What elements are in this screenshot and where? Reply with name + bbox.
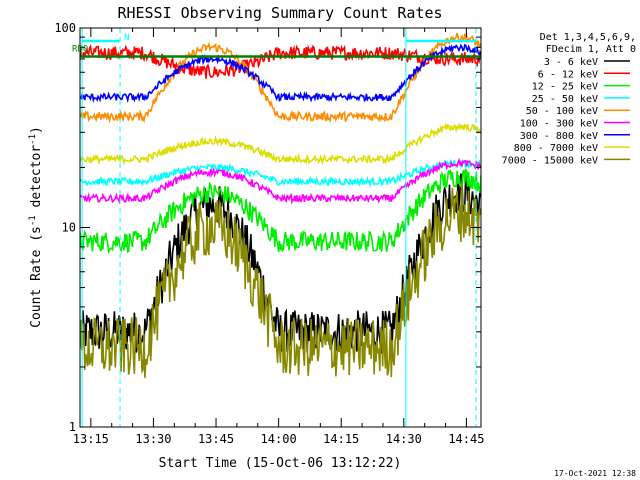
y-axis-label-sup2: -1 [28,134,38,145]
series-line-2 [80,43,481,79]
legend-label: 25 - 50 keV [532,94,598,105]
date-stamp: 17-Oct-2021 12:38 [554,469,636,478]
legend-label: 12 - 25 keV [532,82,598,93]
legend-label: 800 - 7000 keV [514,143,598,154]
y-axis: 1 10 100 [54,21,481,434]
x-tick-label: 13:30 [135,432,171,446]
y-axis-label-rest: detector [29,145,44,216]
legend-label: 7000 - 15000 keV [502,155,598,166]
series-line-6 [80,157,481,205]
legend-label: 100 - 300 keV [520,119,598,130]
series-line-7 [80,43,481,104]
legend: Det 1,3,4,5,6,9,FDecim 1, Att 0 3 - 6 keV… [502,32,636,166]
x-tick-label: 14:00 [261,432,297,446]
x-tick-label: 14:15 [323,432,359,446]
legend-label: 6 - 12 keV [538,69,598,80]
series-line-8 [80,122,481,166]
legend-label: 3 - 6 keV [544,57,598,68]
y-axis-label-main: Count Rate (s [29,226,44,328]
legend-label: 50 - 100 keV [526,106,598,117]
series-line-3 [80,168,481,255]
y-axis-label: Count Rate (s-1 detector-1) [28,126,44,328]
series-layer [80,32,481,378]
chart-title: RHESSI Observing Summary Count Rates [117,4,442,22]
y-tick-label: 100 [54,21,76,35]
x-tick-label: 14:30 [386,432,422,446]
y-axis-label-end: ) [29,126,44,134]
night-flag-label: N [124,33,129,43]
legend-header-line: Det 1,3,4,5,6,9, [540,32,636,43]
legend-label: 300 - 800 keV [520,131,598,142]
series-line-5 [80,32,481,124]
x-tick-label: 13:45 [198,432,234,446]
x-axis: 13:15 13:30 13:45 14:00 14:15 14:30 14:45 [73,28,484,446]
plot-frame [79,27,482,428]
marker-layer [80,28,481,427]
y-tick-label: 10 [62,221,76,235]
series-line-1 [80,173,481,354]
series-line-9 [80,184,481,378]
x-tick-label: 13:15 [73,432,109,446]
series-line-4 [80,158,481,188]
x-axis-label: Start Time (15-Oct-06 13:12:22) [159,456,402,471]
y-axis-label-sup: -1 [28,215,38,226]
y-tick-label: 1 [69,420,76,434]
x-tick-label: 14:45 [448,432,484,446]
attenuator-flag-label: RD0 [72,44,88,54]
legend-header-line: FDecim 1, Att 0 [546,44,636,55]
